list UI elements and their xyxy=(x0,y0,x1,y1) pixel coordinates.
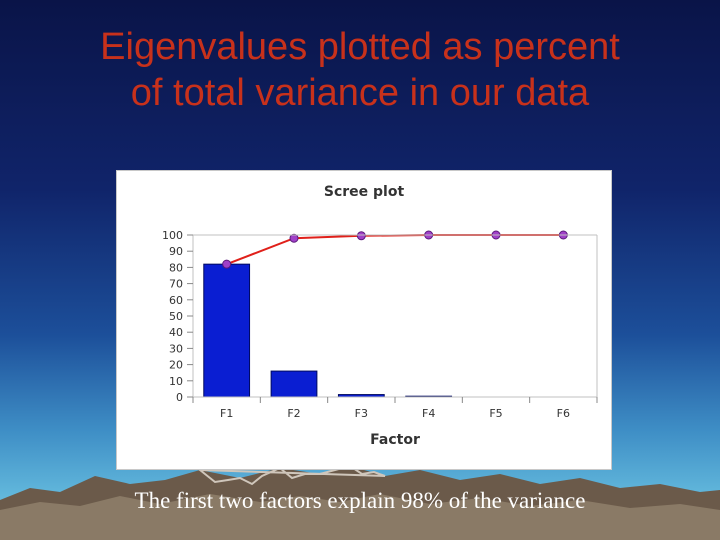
line-point xyxy=(222,259,232,269)
cumulative-line xyxy=(226,234,564,266)
line-point xyxy=(356,231,366,241)
x-axis-label: Factor xyxy=(370,432,420,448)
y-tick-label: 90 xyxy=(169,245,183,258)
slide-caption: The first two factors explain 98% of the… xyxy=(134,488,586,513)
x-tick-label: F1 xyxy=(220,407,233,420)
y-tick-label: 0 xyxy=(176,391,183,404)
y-tick-label: 20 xyxy=(169,359,183,372)
y-tick-label: 10 xyxy=(169,375,183,388)
slide-title-line1: Eigenvalues plotted as percent xyxy=(100,26,620,68)
bar xyxy=(270,370,318,398)
y-tick-label: 40 xyxy=(169,326,183,339)
mountain-range-background xyxy=(0,464,720,540)
bar xyxy=(203,263,251,398)
y-tick-label: 80 xyxy=(169,261,183,274)
x-tick-label: F6 xyxy=(557,407,570,420)
slide-title-line2: of total variance in our data xyxy=(130,72,590,114)
scree-plot-chart: Scree plot 0 10 20 30 40 50 60 70 80 90 100 F1 F2 F3 F… xyxy=(116,170,612,470)
x-tick-label: F4 xyxy=(422,407,435,420)
x-tick-label: F3 xyxy=(355,407,368,420)
x-tick-label: F2 xyxy=(287,407,300,420)
chart-title: Scree plot xyxy=(324,184,405,200)
y-tick-label: 30 xyxy=(169,342,183,355)
y-tick-label: 50 xyxy=(169,310,183,323)
y-tick-label: 100 xyxy=(162,229,183,242)
y-tick-label: 70 xyxy=(169,278,183,291)
line-point xyxy=(289,233,299,243)
x-tick-label: F5 xyxy=(489,407,502,420)
slide-title: Eigenvalues plotted as percent of total … xyxy=(0,24,720,116)
y-tick-label: 60 xyxy=(169,294,183,307)
